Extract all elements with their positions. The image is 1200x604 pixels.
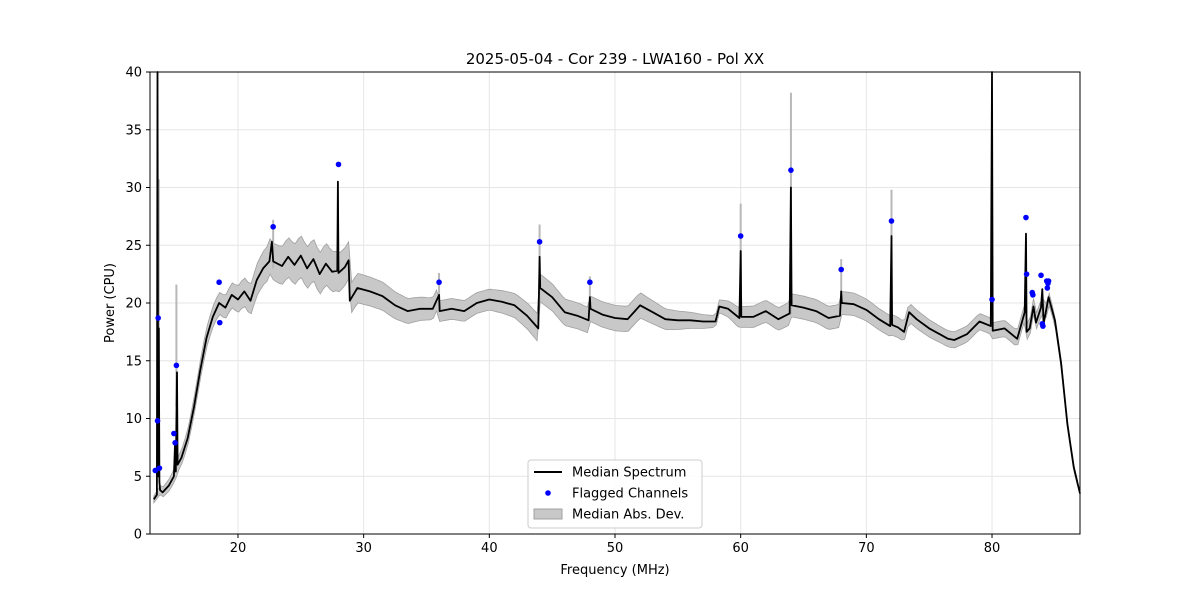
flagged-channel-point <box>989 296 995 303</box>
y-tick-label: 15 <box>125 354 142 369</box>
legend-mad-swatch <box>533 508 563 520</box>
flagged-channel-point <box>436 279 442 286</box>
y-axis-label: Power (CPU) <box>103 263 118 343</box>
flagged-channel-point <box>536 238 543 245</box>
legend-flagged-swatch <box>545 490 551 496</box>
flagged-channel-point <box>172 439 178 446</box>
y-tick-label: 5 <box>134 470 142 485</box>
flagged-channel-point <box>888 218 895 224</box>
flagged-channel-point <box>1045 278 1052 284</box>
x-tick-label: 20 <box>230 541 247 556</box>
flagged-channel-point <box>154 418 161 424</box>
x-tick-label: 30 <box>355 541 372 556</box>
chart-title: 2025-05-04 - Cor 239 - LWA160 - Pol XX <box>466 50 764 68</box>
legend-box <box>527 459 703 529</box>
flagged-channel-point <box>1044 285 1051 291</box>
x-axis-label: Frequency (MHz) <box>560 563 669 578</box>
y-tick-label: 40 <box>125 66 142 81</box>
flagged-channel-point <box>788 167 794 173</box>
flagged-channel-point <box>216 279 222 286</box>
legend: Median Spectrum Flagged Channels Median … <box>527 459 703 529</box>
flagged-channel-point <box>270 223 276 230</box>
flagged-channel-point <box>335 161 342 168</box>
median-spectrum-line <box>153 71 1081 500</box>
flagged-channel-point <box>1040 323 1046 329</box>
y-tick-label: 0 <box>134 528 142 543</box>
legend-mad-label: Median Abs. Dev. <box>572 508 684 523</box>
flagged-channel-point <box>587 279 593 286</box>
y-tick-label: 35 <box>125 123 142 138</box>
legend-median-label: Median Spectrum <box>572 466 686 481</box>
axis-layer: 20 30 40 50 60 70 80 0 5 10 15 20 25 30 35 40 <box>125 66 1000 557</box>
flagged-channel-point <box>1023 271 1030 277</box>
flagged-channel-point <box>838 266 845 273</box>
y-tick-label: 20 <box>125 297 142 312</box>
flagged-channel-point <box>216 319 223 326</box>
flagged-points-layer <box>152 161 1052 474</box>
flagged-channel-point <box>1038 272 1044 279</box>
x-tick-label: 70 <box>858 541 875 556</box>
x-tick-label: 80 <box>984 541 1001 556</box>
flagged-channel-point <box>737 233 744 239</box>
x-tick-label: 50 <box>607 541 624 556</box>
x-tick-label: 40 <box>481 541 498 556</box>
x-tick-label: 60 <box>732 541 749 556</box>
legend-flagged-label: Flagged Channels <box>572 487 688 502</box>
flagged-channel-point <box>173 362 180 369</box>
flagged-channel-point <box>1023 214 1029 221</box>
flagged-channel-point <box>171 430 177 437</box>
median-line-layer <box>153 71 1081 500</box>
y-tick-label: 25 <box>125 239 142 254</box>
flagged-channel-point <box>152 467 159 474</box>
flagged-channel-point <box>156 465 163 471</box>
y-tick-label: 30 <box>125 181 142 196</box>
y-tick-label: 10 <box>125 412 142 427</box>
flagged-channel-point <box>1030 292 1036 298</box>
flagged-channel-point <box>155 315 161 321</box>
